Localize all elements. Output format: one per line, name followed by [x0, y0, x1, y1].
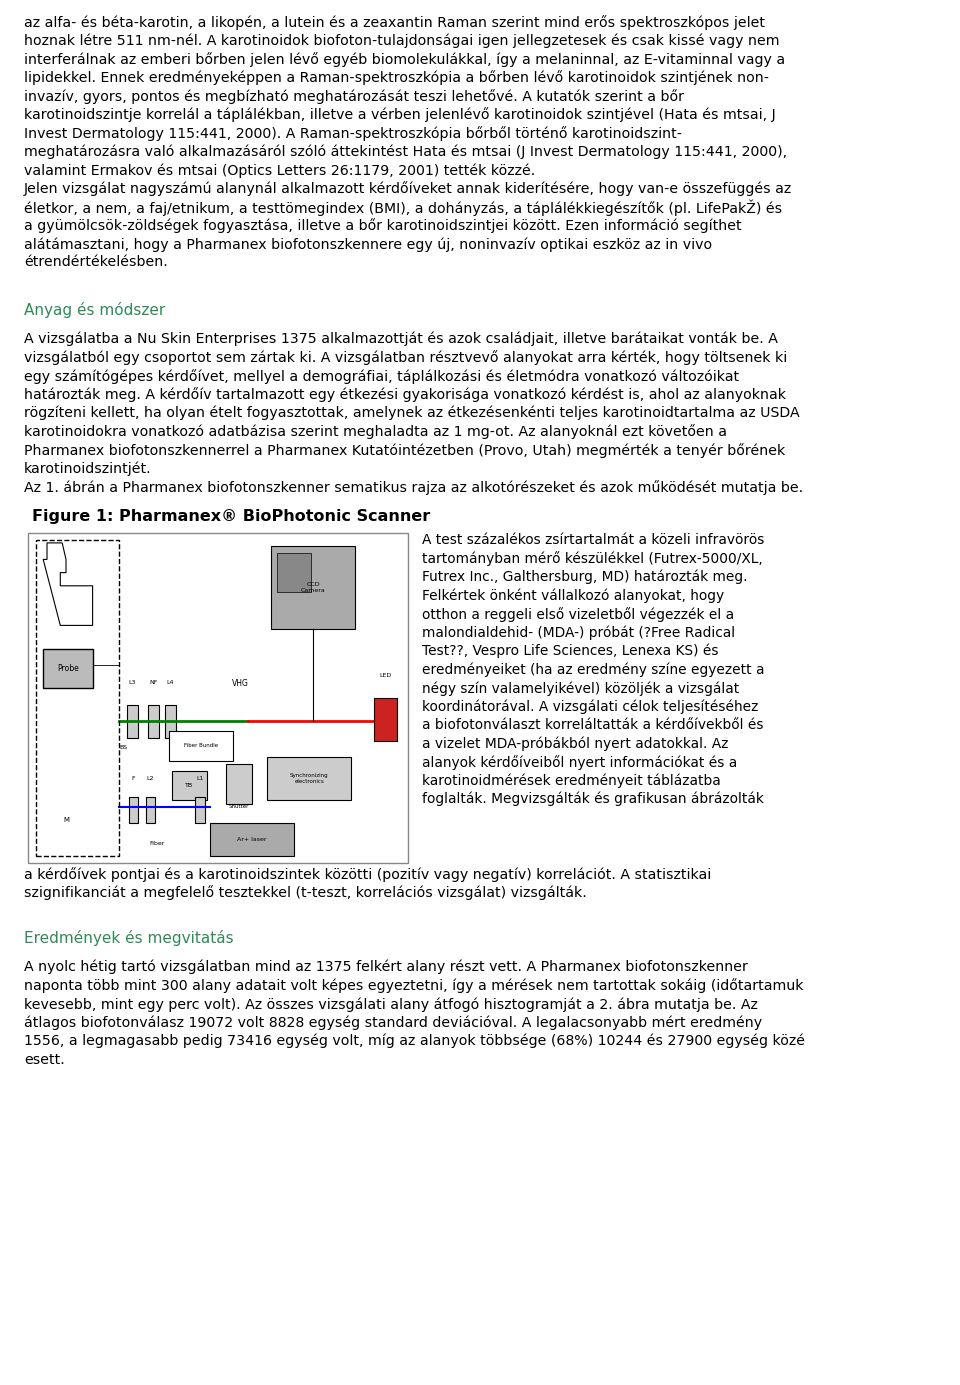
Text: Anyag és módszer: Anyag és módszer: [24, 302, 165, 319]
Bar: [195, 796, 204, 824]
Text: lipidekkel. Ennek eredményeképpen a Raman-spektroszkópia a bőrben lévő karotinoi: lipidekkel. Ennek eredményeképpen a Rama…: [24, 71, 769, 86]
Text: átlagos biofotonválasz 19072 volt 8828 egység standard deviációval. A legalacson: átlagos biofotonválasz 19072 volt 8828 e…: [24, 1015, 762, 1030]
Bar: [226, 765, 252, 803]
Text: hoznak létre 511 nm-nél. A karotinoidok biofoton-tulajdonságai igen jellegzetese: hoznak létre 511 nm-nél. A karotinoidok …: [24, 33, 780, 48]
Text: alanyok kérdőíveiből nyert információkat és a: alanyok kérdőíveiből nyert információkat…: [422, 755, 737, 770]
Text: koordinátorával. A vizsgálati célok teljesítéséhez: koordinátorával. A vizsgálati célok telj…: [422, 699, 758, 715]
Text: A test százalékos zsírtartalmát a közeli infravörös: A test százalékos zsírtartalmát a közeli…: [422, 533, 764, 547]
Text: a gyümölcsök-zöldségek fogyasztása, illetve a bőr karotinoidszintjei között. Eze: a gyümölcsök-zöldségek fogyasztása, ille…: [24, 219, 742, 233]
Bar: [268, 758, 351, 801]
Text: Shutter: Shutter: [228, 803, 249, 809]
Text: Figure 1: Pharmanex® BioPhotonic Scanner: Figure 1: Pharmanex® BioPhotonic Scanner: [32, 508, 430, 524]
Text: alátámasztani, hogy a Pharmanex biofotonszkennere egy új, noninvazív optikai esz: alátámasztani, hogy a Pharmanex biofoton…: [24, 237, 712, 252]
Text: A nyolc hétig tartó vizsgálatban mind az 1375 felkért alany részt vett. A Pharma: A nyolc hétig tartó vizsgálatban mind az…: [24, 960, 748, 975]
Bar: [146, 796, 156, 824]
Bar: [373, 698, 396, 741]
Text: a biofotonválaszt korreláltatták a kérdőívekből és: a biofotonválaszt korreláltatták a kérdő…: [422, 717, 763, 733]
Text: L1: L1: [196, 776, 204, 781]
Text: Synchronizing
electronics: Synchronizing electronics: [290, 773, 328, 784]
Bar: [36, 540, 119, 856]
Bar: [129, 796, 138, 824]
Text: BS: BS: [119, 745, 127, 751]
Text: Invest Dermatology 115:441, 2000). A Raman-spektroszkópia bőrből történő karotin: Invest Dermatology 115:441, 2000). A Ram…: [24, 126, 682, 141]
Text: LED: LED: [379, 673, 392, 679]
Text: esett.: esett.: [24, 1053, 64, 1066]
Bar: [272, 546, 355, 629]
Bar: [276, 553, 311, 593]
Bar: [43, 648, 92, 688]
Text: VHG: VHG: [232, 679, 250, 688]
Text: egy számítógépes kérdőívet, mellyel a demográfiai, táplálkozási és életmódra von: egy számítógépes kérdőívet, mellyel a de…: [24, 368, 739, 384]
Text: Pharmanex biofotonszkennerrel a Pharmanex Kutatóintézetben (Provo, Utah) megmért: Pharmanex biofotonszkennerrel a Pharmane…: [24, 443, 785, 458]
Text: szignifikanciát a megfelelő tesztekkel (t-teszt, korrelációs vizsgálat) vizsgált: szignifikanciát a megfelelő tesztekkel (…: [24, 885, 587, 900]
Text: A vizsgálatba a Nu Skin Enterprises 1375 alkalmazottját és azok családjait, ille: A vizsgálatba a Nu Skin Enterprises 1375…: [24, 332, 778, 346]
Text: eredményeiket (ha az eredmény színe egyezett a: eredményeiket (ha az eredmény színe egye…: [422, 662, 764, 677]
Text: L4: L4: [167, 680, 175, 684]
Text: foglalták. Megvizsgálták és grafikusan ábrázolták: foglalták. Megvizsgálták és grafikusan á…: [422, 792, 764, 806]
Bar: [210, 824, 294, 856]
Text: valamint Ermakov és mtsai (Optics Letters 26:1179, 2001) tették közzé.: valamint Ermakov és mtsai (Optics Letter…: [24, 163, 536, 177]
Text: étrendértékelésben.: étrendértékelésben.: [24, 255, 168, 270]
Text: Az 1. ábrán a Pharmanex biofotonszkenner sematikus rajza az alkotórészeket és az: Az 1. ábrán a Pharmanex biofotonszkenner…: [24, 481, 804, 494]
Text: naponta több mint 300 alany adatait volt képes egyeztetni, így a mérések nem tar: naponta több mint 300 alany adatait volt…: [24, 978, 804, 993]
Text: otthon a reggeli első vizeletből végezzék el a: otthon a reggeli első vizeletből végezzé…: [422, 607, 734, 622]
Text: karotinoidszintje korrelál a táplálékban, illetve a vérben jelenlévő karotinoido: karotinoidszintje korrelál a táplálékban…: [24, 108, 776, 122]
Text: NF: NF: [149, 680, 157, 684]
Bar: [169, 731, 233, 760]
Text: Fiber: Fiber: [150, 841, 165, 846]
Text: Futrex Inc., Galthersburg, MD) határozták meg.: Futrex Inc., Galthersburg, MD) határoztá…: [422, 571, 748, 584]
Text: életkor, a nem, a faj/etnikum, a testtömegindex (BMI), a dohányzás, a táplálékki: életkor, a nem, a faj/etnikum, a testtöm…: [24, 199, 782, 216]
Text: kevesebb, mint egy perc volt). Az összes vizsgálati alany átfogó hisztogramját a: kevesebb, mint egy perc volt). Az összes…: [24, 997, 757, 1011]
Text: Ar+ laser: Ar+ laser: [237, 838, 267, 842]
Text: Jelen vizsgálat nagyszámú alanynál alkalmazott kérdőíveket annak kiderítésére, h: Jelen vizsgálat nagyszámú alanynál alkal…: [24, 181, 792, 197]
Text: L2: L2: [147, 776, 155, 781]
Text: Test??, Vespro Life Sciences, Lenexa KS) és: Test??, Vespro Life Sciences, Lenexa KS)…: [422, 644, 718, 658]
Text: a vizelet MDA-próbákból nyert adatokkal. Az: a vizelet MDA-próbákból nyert adatokkal.…: [422, 737, 729, 751]
Text: négy szín valamelyikével) közöljék a vizsgálat: négy szín valamelyikével) közöljék a viz…: [422, 681, 739, 695]
Text: határozták meg. A kérdőív tartalmazott egy étkezési gyakorisága vonatkozó kérdés: határozták meg. A kérdőív tartalmazott e…: [24, 388, 786, 403]
Polygon shape: [43, 543, 92, 626]
Text: tartományban mérő készülékkel (Futrex-5000/XL,: tartományban mérő készülékkel (Futrex-50…: [422, 551, 763, 566]
Bar: [173, 770, 206, 801]
Bar: [165, 705, 177, 738]
Text: interferálnak az emberi bőrben jelen lévő egyéb biomolekulákkal, így a melaninna: interferálnak az emberi bőrben jelen lév…: [24, 53, 785, 66]
Text: vizsgálatból egy csoportot sem zártak ki. A vizsgálatban résztvevő alanyokat arr: vizsgálatból egy csoportot sem zártak ki…: [24, 350, 787, 366]
Text: 1556, a legmagasabb pedig 73416 egység volt, míg az alanyok többsége (68%) 10244: 1556, a legmagasabb pedig 73416 egység v…: [24, 1035, 805, 1048]
Text: Fiber Bundle: Fiber Bundle: [183, 744, 218, 748]
Text: Probe: Probe: [57, 663, 79, 673]
Text: Felkértek önként vállalkozó alanyokat, hogy: Felkértek önként vállalkozó alanyokat, h…: [422, 589, 724, 602]
Text: F: F: [132, 776, 135, 781]
Text: az alfa- és béta-karotin, a likopén, a lutein és a zeaxantin Raman szerint mind : az alfa- és béta-karotin, a likopén, a l…: [24, 15, 765, 30]
Bar: [127, 705, 138, 738]
Text: karotinoidmérések eredményeit táblázatba: karotinoidmérések eredményeit táblázatba: [422, 773, 721, 788]
Text: a kérdőívek pontjai és a karotinoidszintek közötti (pozitív vagy negatív) korrel: a kérdőívek pontjai és a karotinoidszint…: [24, 867, 711, 882]
Bar: [148, 705, 159, 738]
Text: rögzíteni kellett, ha olyan ételt fogyasztottak, amelynek az étkezésenkénti telj: rögzíteni kellett, ha olyan ételt fogyas…: [24, 406, 800, 421]
Text: CCD
Camera: CCD Camera: [300, 582, 325, 593]
Text: M: M: [63, 817, 69, 823]
Text: L3: L3: [129, 680, 136, 684]
Text: invazív, gyors, pontos és megbízható meghatározását teszi lehetővé. A kutatók sz: invazív, gyors, pontos és megbízható meg…: [24, 89, 684, 104]
Text: Eredmények és megvitatás: Eredmények és megvitatás: [24, 929, 233, 946]
Text: karotinoidokra vonatkozó adatbázisa szerint meghaladta az 1 mg-ot. Az alanyoknál: karotinoidokra vonatkozó adatbázisa szer…: [24, 424, 727, 439]
Bar: [28, 533, 408, 863]
Text: karotinoidszintjét.: karotinoidszintjét.: [24, 461, 152, 476]
Text: TB: TB: [185, 783, 194, 788]
Text: meghatározásra való alkalmazásáról szóló áttekintést Hata és mtsai (J Invest Der: meghatározásra való alkalmazásáról szóló…: [24, 144, 787, 159]
Text: malondialdehid- (MDA-) próbát (?Free Radical: malondialdehid- (MDA-) próbát (?Free Rad…: [422, 626, 735, 640]
